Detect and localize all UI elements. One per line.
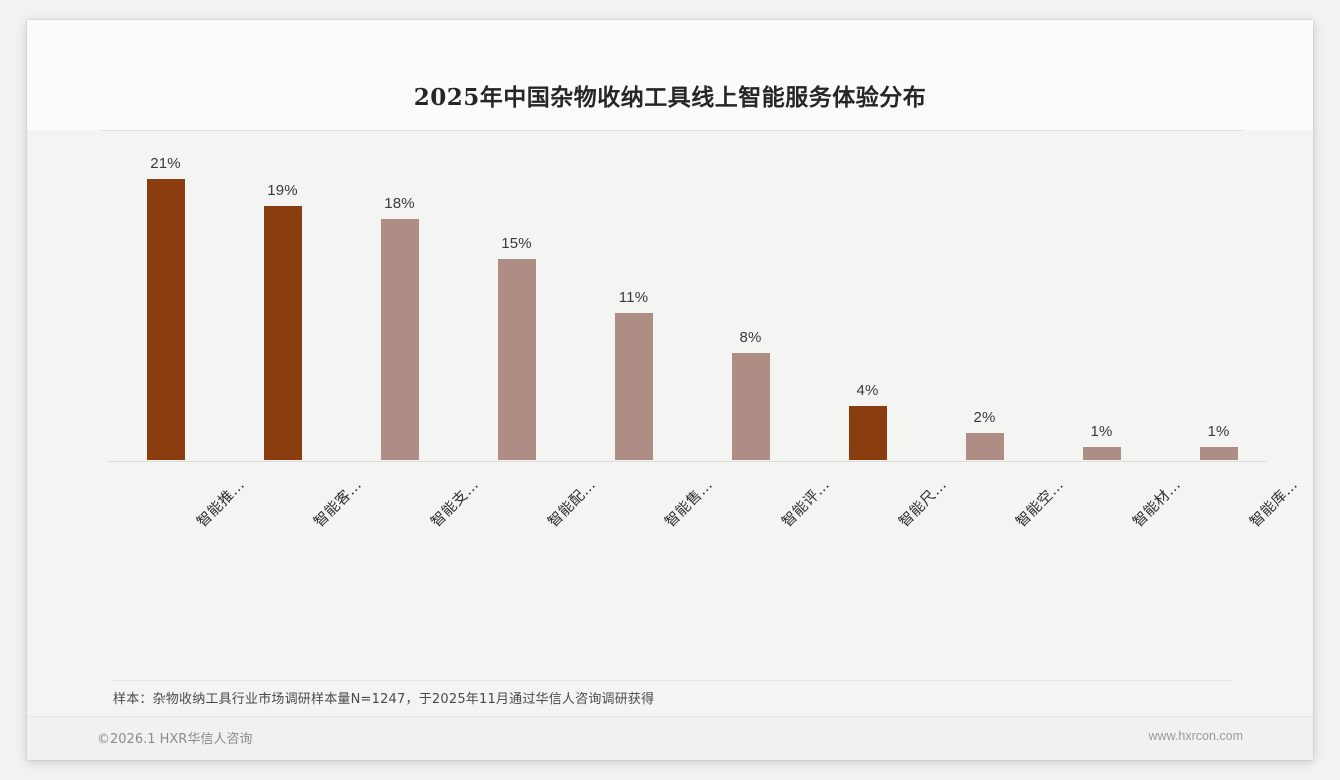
- bar[interactable]: [146, 179, 185, 460]
- bar-value-label: 1%: [1207, 423, 1230, 440]
- slide-footer: ©2026.1 HXR华信人咨询 www.hxrcon.com: [27, 716, 1313, 760]
- slide-canvas: 华信人咨询 HXN CONSULTING 华信人咨询 HXN CONSULTIN…: [27, 20, 1313, 760]
- bar-value-label: 18%: [384, 195, 415, 212]
- bar-item[interactable]: 8%: [692, 139, 809, 460]
- footnote-text: 样本：杂物收纳工具行业市场调研样本量N=1247，于2025年11月通过华信人咨…: [113, 692, 655, 707]
- x-axis-line: [107, 461, 1267, 462]
- bar-value-label: 21%: [150, 155, 181, 172]
- bar-slot: 8%: [692, 139, 809, 460]
- slide-header: [27, 20, 1313, 130]
- bar-item[interactable]: 21%: [107, 139, 224, 460]
- bar-slot: 1%: [1160, 139, 1277, 460]
- bar-slot: 15%: [458, 139, 575, 460]
- x-axis-label: 智能支…: [427, 476, 482, 531]
- x-axis-label: 智能推…: [193, 476, 248, 531]
- bar-item[interactable]: 2%: [926, 139, 1043, 460]
- bar[interactable]: [848, 406, 887, 460]
- chart-title: 2025年中国杂物收纳工具线上智能服务体验分布: [413, 84, 927, 111]
- bar-item[interactable]: 1%: [1043, 139, 1160, 460]
- x-axis-label: 智能配…: [544, 476, 599, 531]
- copyright-text: ©2026.1 HXR华信人咨询: [97, 732, 253, 747]
- bar-value-label: 8%: [739, 329, 762, 346]
- x-axis-label: 智能材…: [1129, 476, 1184, 531]
- chart-body: [27, 131, 1313, 716]
- bar[interactable]: [1199, 447, 1238, 460]
- bar-item[interactable]: 11%: [575, 139, 692, 460]
- bar-item[interactable]: 18%: [341, 139, 458, 460]
- website-link[interactable]: www.hxrcon.com: [1148, 729, 1243, 743]
- bar-value-label: 19%: [267, 182, 298, 199]
- bar-slot: 11%: [575, 139, 692, 460]
- bar-slot: 19%: [224, 139, 341, 460]
- bar-slot: 21%: [107, 139, 224, 460]
- bar-slot: 1%: [1043, 139, 1160, 460]
- bar-value-label: 1%: [1090, 423, 1113, 440]
- bar-slot: 4%: [809, 139, 926, 460]
- bar[interactable]: [380, 219, 419, 460]
- x-axis-label: 智能评…: [778, 476, 833, 531]
- bar[interactable]: [965, 433, 1004, 460]
- bar-chart-plot: 21% 19% 18% 15% 11% 8% 4% 2% 1% 1%: [85, 139, 1267, 462]
- footnote-divider: [112, 680, 1232, 681]
- bar[interactable]: [614, 313, 653, 460]
- bar-item[interactable]: 15%: [458, 139, 575, 460]
- bar[interactable]: [731, 353, 770, 460]
- bar-item[interactable]: 19%: [224, 139, 341, 460]
- bar[interactable]: [497, 259, 536, 460]
- bar-slot: 2%: [926, 139, 1043, 460]
- bar-item[interactable]: 4%: [809, 139, 926, 460]
- bar-item[interactable]: 1%: [1160, 139, 1277, 460]
- bar-slot: 18%: [341, 139, 458, 460]
- x-axis-category-labels: 智能推… 智能客… 智能支… 智能配… 智能售… 智能评… 智能尺… 智能空… 智能材… 智能库…: [85, 460, 1301, 560]
- bar[interactable]: [263, 206, 302, 460]
- x-axis-label: 智能空…: [1012, 476, 1067, 531]
- x-axis-label: 智能客…: [310, 476, 365, 531]
- bar-value-label: 15%: [501, 235, 532, 252]
- bar[interactable]: [1082, 447, 1121, 460]
- bar-value-label: 2%: [973, 409, 996, 426]
- header-divider: [99, 130, 1245, 131]
- bar-value-label: 4%: [856, 382, 879, 399]
- x-axis-label: 智能售…: [661, 476, 716, 531]
- x-axis-label: 智能尺…: [895, 476, 950, 531]
- bar-value-label: 11%: [618, 289, 649, 306]
